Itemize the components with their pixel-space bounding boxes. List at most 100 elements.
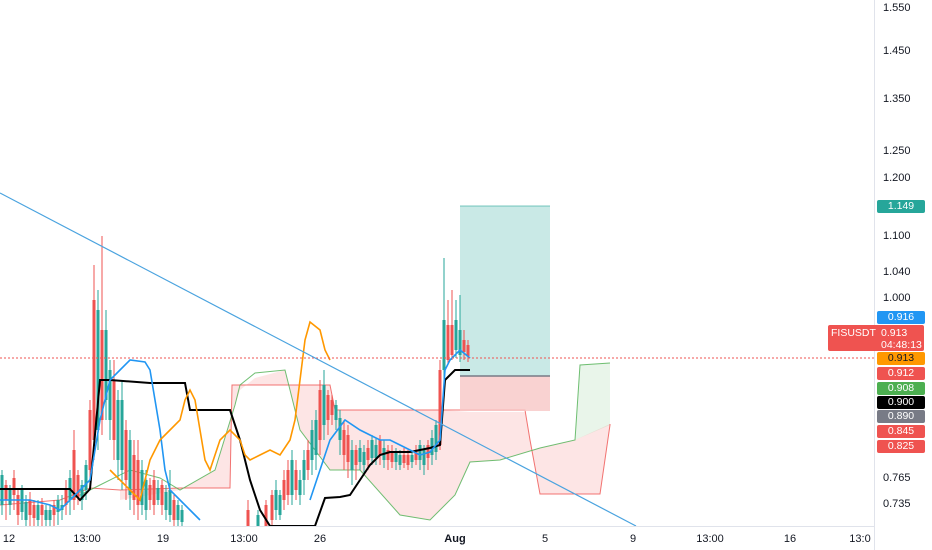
lagging-price-tag: 0.913 — [877, 352, 925, 365]
price-tick: 1.200 — [883, 172, 911, 184]
candle-body — [246, 510, 250, 526]
kijun-price-tag: 0.900 — [877, 396, 925, 409]
candle-body — [72, 450, 76, 500]
candle-body — [128, 440, 132, 495]
candle-body — [402, 455, 406, 463]
candle-body — [446, 325, 450, 360]
price-tick: 1.100 — [883, 230, 911, 242]
candle-body — [156, 488, 160, 500]
symbol-last-price: 0.913 — [881, 327, 908, 339]
price-tick: 0.765 — [883, 472, 911, 484]
time-tick: 19 — [156, 533, 170, 545]
candle-body — [270, 495, 274, 520]
candle-body — [466, 345, 470, 356]
candle-body — [458, 330, 462, 355]
time-tick: 13:00 — [230, 533, 258, 545]
candle-body — [302, 460, 306, 480]
candle-body — [136, 460, 140, 505]
candle-body — [44, 510, 48, 520]
candle-body — [318, 390, 322, 440]
candle-body — [342, 430, 346, 455]
candle-body — [294, 470, 298, 490]
candle-body — [12, 478, 16, 495]
candle-body — [4, 485, 8, 500]
candle-body — [366, 448, 370, 460]
candle-body — [442, 320, 446, 370]
candle-body — [394, 452, 398, 462]
candle-body — [264, 505, 268, 526]
time-tick: 9 — [629, 533, 637, 545]
long-position-tool[interactable] — [460, 205, 550, 411]
time-tick: 13:0 — [849, 533, 871, 545]
candle-body — [390, 452, 394, 462]
candle-body — [84, 465, 88, 490]
candlesticks — [0, 236, 470, 526]
price-tick: 1.350 — [883, 93, 911, 105]
target-zone — [460, 206, 550, 376]
trendline[interactable] — [0, 192, 637, 526]
candle-body — [334, 405, 338, 420]
price-tick: 1.040 — [883, 266, 911, 278]
candle-body — [462, 340, 466, 352]
target-price-tag: 1.149 — [877, 200, 925, 213]
candle-body — [422, 450, 426, 465]
candle-body — [374, 445, 378, 458]
candle-body — [172, 500, 176, 520]
price-tick: 1.000 — [883, 292, 911, 304]
candle-body — [406, 455, 410, 465]
candle-body — [108, 370, 112, 420]
candle-body — [100, 330, 104, 420]
candle-body — [274, 490, 278, 510]
chart-canvas[interactable] — [0, 0, 874, 526]
candle-body — [144, 480, 148, 510]
candle-body — [180, 510, 184, 522]
candle-body — [418, 445, 422, 460]
chart-pane[interactable] — [0, 0, 874, 526]
candle-body — [362, 452, 366, 465]
candle-body — [398, 455, 402, 465]
candle-body — [358, 448, 362, 462]
candle-body — [426, 445, 430, 458]
senkou-span-b — [0, 384, 611, 506]
candle-body — [306, 450, 310, 470]
candle-body — [48, 510, 52, 520]
candle-body — [140, 470, 144, 505]
span-b-price-tag: 0.890 — [877, 410, 925, 423]
time-tick: 26 — [313, 533, 327, 545]
candle-body — [314, 420, 318, 455]
stop-price-tag: 0.845 — [877, 425, 925, 438]
time-scale[interactable]: 12 13:00 19 13:00 26 Aug 5 9 13:00 16 13… — [0, 526, 874, 550]
tenkan-sen-line — [309, 348, 471, 501]
indicator-lines — [0, 320, 471, 526]
price-scale[interactable]: 1.550 1.450 1.350 1.250 1.200 1.100 1.04… — [874, 0, 932, 550]
candle-body — [24, 502, 28, 520]
candle-body — [132, 455, 136, 500]
candle-body — [438, 370, 442, 445]
candle-body — [32, 505, 36, 518]
candle-body — [256, 515, 260, 526]
entry-price-tag: 0.912 — [877, 367, 925, 380]
candle-body — [40, 505, 44, 515]
candle-body — [152, 480, 156, 505]
candle-body — [414, 450, 418, 460]
candle-body — [52, 505, 56, 515]
time-tick-month: Aug — [444, 533, 466, 545]
bar-countdown: 04:48:13 — [881, 339, 922, 351]
candle-body — [80, 485, 84, 500]
candle-body — [338, 418, 342, 440]
candle-body — [450, 325, 454, 355]
candle-body — [160, 485, 164, 505]
candle-body — [92, 300, 96, 440]
candle-body — [386, 450, 390, 460]
candle-body — [286, 470, 290, 495]
candle-body — [28, 500, 32, 515]
cloud-price-tag: 0.825 — [877, 440, 925, 453]
candle-body — [64, 490, 68, 505]
price-tick: 1.450 — [883, 45, 911, 57]
time-tick: 5 — [541, 533, 549, 545]
candle-body — [326, 395, 330, 420]
candle-body — [322, 385, 326, 425]
price-tick: 1.550 — [883, 2, 911, 14]
chikou-span-line — [109, 320, 331, 502]
candle-body — [148, 485, 152, 500]
